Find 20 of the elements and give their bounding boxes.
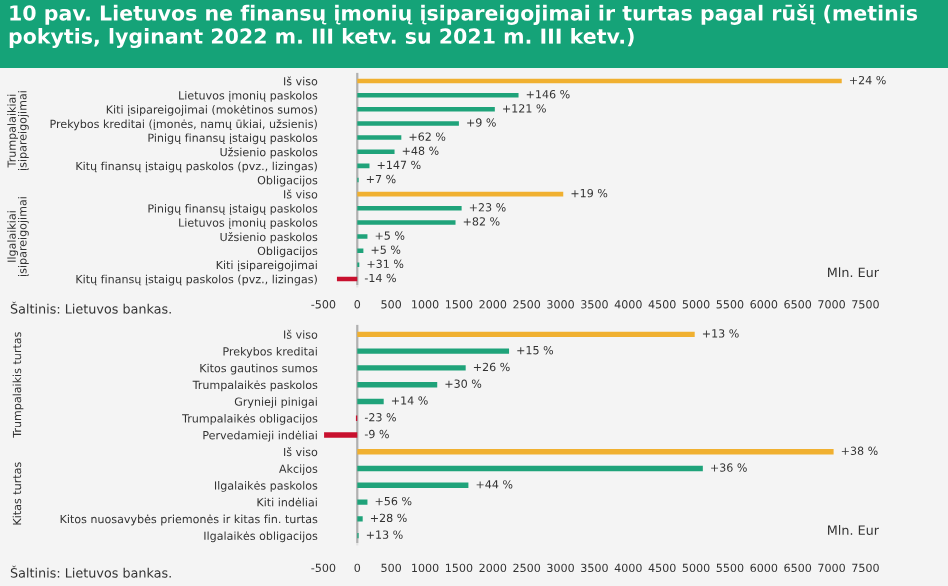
bar [357, 499, 368, 505]
bar [357, 516, 363, 522]
bar [357, 449, 834, 455]
bar [324, 432, 358, 438]
chart-title: 10 pav. Lietuvos ne finansų įmonių įsipareigojimai ir turtas pagal rūšį (metinis pokytis, lyginant 2022 m. III ketv. su 2021 m. III ketv.) [9, 4, 918, 49]
bar [357, 248, 364, 253]
bar [357, 348, 510, 354]
bar [357, 398, 384, 405]
bar [357, 121, 459, 126]
bar [357, 482, 469, 488]
bar [357, 107, 495, 112]
bar [357, 234, 368, 239]
bar [357, 331, 695, 338]
bar [357, 149, 395, 154]
bar [357, 382, 438, 388]
bar [357, 365, 466, 371]
bar [357, 220, 456, 225]
bar [357, 206, 462, 211]
bar [357, 465, 703, 472]
bar [357, 135, 402, 140]
